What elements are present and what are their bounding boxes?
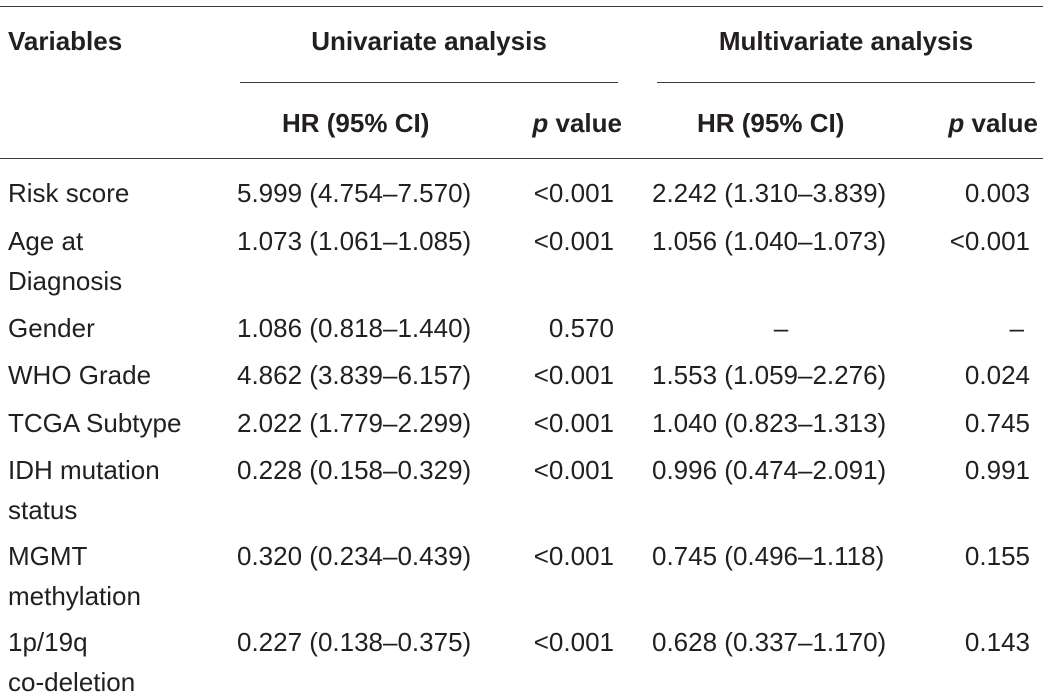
row-p-univariate: <0.001 — [533, 226, 614, 256]
row-p-univariate: <0.001 — [533, 541, 614, 571]
row-hr-multivariate: 0.628 (0.337–1.170) — [652, 627, 887, 657]
row-hr-univariate: 2.022 (1.779–2.299) — [237, 408, 472, 438]
row-p-univariate: <0.001 — [533, 360, 614, 390]
row-hr-multivariate: – — [773, 313, 789, 343]
row-p-multivariate: 0.155 — [964, 541, 1030, 571]
header-p-univariate-italic: p — [532, 108, 549, 138]
row-hr-univariate: 1.086 (0.818–1.440) — [237, 313, 472, 343]
header-multivariate: Multivariate analysis — [718, 26, 974, 56]
row-hr-multivariate: 1.056 (1.040–1.073) — [652, 226, 887, 256]
row-variable: Risk score — [8, 178, 130, 208]
header-univariate: Univariate analysis — [311, 26, 547, 56]
row-p-univariate: <0.001 — [533, 627, 614, 657]
row-hr-univariate: 5.999 (4.754–7.570) — [237, 178, 472, 208]
row-hr-multivariate: 0.745 (0.496–1.118) — [652, 541, 885, 571]
header-hr-univariate: HR (95% CI) — [282, 108, 430, 138]
header-variables: Variables — [8, 26, 123, 56]
row-variable: Gender — [8, 313, 95, 343]
header-p-multivariate-rest: value — [964, 108, 1039, 138]
row-p-multivariate: <0.001 — [949, 226, 1030, 256]
row-variable: TCGA Subtype — [8, 408, 182, 438]
row-p-multivariate: 0.024 — [964, 360, 1030, 390]
univariate-group-rule — [240, 82, 618, 83]
row-hr-univariate: 4.862 (3.839–6.157) — [237, 360, 472, 390]
row-p-multivariate: 0.991 — [964, 455, 1030, 485]
row-p-univariate: <0.001 — [533, 455, 614, 485]
row-hr-univariate: 0.228 (0.158–0.329) — [237, 455, 472, 485]
row-p-multivariate: – — [1009, 313, 1024, 343]
row-hr-multivariate: 0.996 (0.474–2.091) — [652, 455, 887, 485]
top-rule — [0, 6, 1043, 7]
row-variable: 1p/19q — [8, 627, 88, 657]
row-variable: IDH mutation — [8, 455, 160, 485]
row-variable-line2: methylation — [8, 581, 141, 611]
row-variable-line2: Diagnosis — [8, 266, 123, 296]
row-p-multivariate: 0.003 — [964, 178, 1030, 208]
row-hr-univariate: 0.320 (0.234–0.439) — [237, 541, 472, 571]
row-hr-univariate: 1.073 (1.061–1.085) — [237, 226, 472, 256]
row-p-univariate: <0.001 — [533, 178, 614, 208]
header-p-multivariate: p value — [896, 108, 1038, 138]
row-hr-multivariate: 2.242 (1.310–3.839) — [652, 178, 887, 208]
header-bottom-rule — [0, 158, 1043, 159]
row-hr-multivariate: 1.553 (1.059–2.276) — [652, 360, 887, 390]
header-p-univariate: p value — [480, 108, 622, 138]
row-p-univariate: 0.570 — [548, 313, 614, 343]
row-variable-line2: status — [8, 495, 78, 525]
multivariate-group-rule — [657, 82, 1035, 83]
row-p-univariate: <0.001 — [533, 408, 614, 438]
row-variable-line2: co-deletion — [8, 667, 136, 697]
row-hr-multivariate: 1.040 (0.823–1.313) — [652, 408, 887, 438]
row-variable: WHO Grade — [8, 360, 152, 390]
row-variable: MGMT — [8, 541, 88, 571]
row-p-multivariate: 0.745 — [964, 408, 1030, 438]
header-p-multivariate-italic: p — [948, 108, 965, 138]
row-variable: Age at — [8, 226, 84, 256]
header-hr-multivariate: HR (95% CI) — [697, 108, 845, 138]
row-p-multivariate: 0.143 — [964, 627, 1030, 657]
header-p-univariate-rest: value — [548, 108, 623, 138]
row-hr-univariate: 0.227 (0.138–0.375) — [237, 627, 472, 657]
